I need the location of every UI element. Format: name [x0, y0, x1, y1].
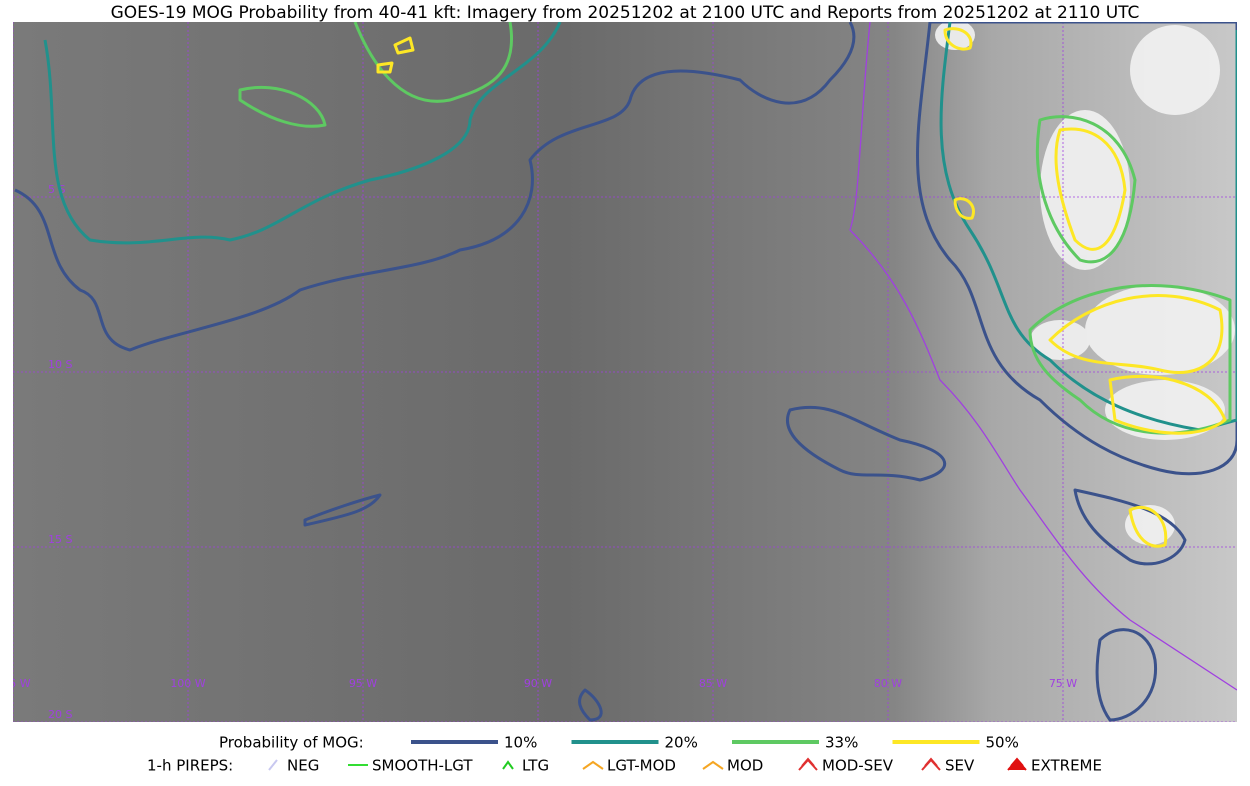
lat-label: 20 S	[48, 708, 72, 721]
legend-icon	[921, 757, 941, 771]
mog-contours	[14, 22, 1237, 722]
lon-label: 85 W	[699, 677, 727, 690]
legend-icon	[268, 759, 278, 771]
lon-label: 80 W	[874, 677, 902, 690]
legend-label: 50%	[986, 734, 1019, 752]
legend-label: 10%	[504, 734, 537, 752]
lat-label: 5 S	[48, 183, 65, 196]
legend-label: 20%	[665, 734, 698, 752]
lon-label: 100 W	[170, 677, 205, 690]
legend-title: Probability of MOG:	[219, 734, 364, 752]
legend-label: 33%	[825, 734, 858, 752]
lon-label: 90 W	[524, 677, 552, 690]
coastline	[849, 22, 1237, 691]
legend-label: LGT-MOD	[607, 757, 676, 775]
legend-label: LTG	[522, 757, 549, 775]
legend-label: SEV	[945, 757, 975, 775]
legend-icon	[582, 760, 604, 770]
legend-icon	[798, 757, 818, 771]
legend-icon	[1007, 757, 1027, 771]
legend-label: MOD-SEV	[822, 757, 894, 775]
graticule: 5 S 10 S 15 S 20 S 105 W 100 W 95 W 90 W 85 W 80 …	[0, 22, 1237, 722]
lat-label: 10 S	[48, 358, 72, 371]
lat-label: 15 S	[48, 533, 72, 546]
lon-label: 95 W	[349, 677, 377, 690]
map-title: GOES-19 MOG Probability from 40-41 kft: …	[111, 3, 1140, 23]
map: 5 S 10 S 15 S 20 S 105 W 100 W 95 W 90 W 85 W 80 …	[0, 22, 1237, 722]
legend-label: SMOOTH-LGT	[372, 757, 473, 775]
lon-label: 105 W	[0, 677, 31, 690]
legend-label: MOD	[727, 757, 763, 775]
legend-label: EXTREME	[1031, 757, 1102, 775]
lon-label: 75 W	[1049, 677, 1077, 690]
legend-icon	[502, 760, 514, 770]
legend: Probability of MOG: 10% 20% 33% 50% 1-h PIREP…	[147, 734, 1102, 775]
legend-title: 1-h PIREPS:	[147, 757, 233, 775]
legend-icon	[702, 760, 724, 770]
legend-label: NEG	[287, 757, 319, 775]
